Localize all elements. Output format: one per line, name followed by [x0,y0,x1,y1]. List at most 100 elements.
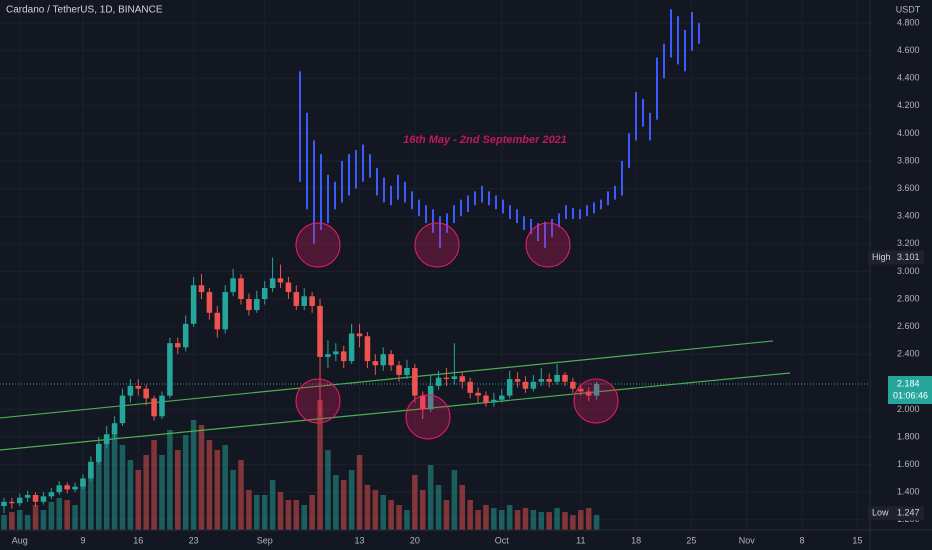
candle-body [238,278,244,300]
candle-body [317,305,323,357]
volume-bar [1,515,7,530]
volume-bar [32,505,39,530]
candle-body [16,497,23,504]
circle [525,222,571,268]
y-tick-label: 3.600 [897,183,920,193]
volume-bar [483,505,489,530]
candle-body [80,478,86,487]
candle-body [475,392,481,396]
candle-body [404,368,410,375]
volume-bar [246,490,252,530]
volume-bar [593,515,600,530]
volume-bar [427,465,434,530]
candle-body [364,336,371,362]
volume-bar [293,500,300,530]
circle [414,222,460,268]
y-tick-label: 2.400 [897,349,920,359]
y-tick-label: 4.400 [897,73,920,83]
volume-bar [80,480,86,530]
volume-bar [301,505,307,530]
trendline [0,372,791,451]
candle-body [111,423,118,435]
volume-bar [372,490,379,530]
candle-body [261,287,268,300]
candle-body [593,384,600,396]
volume-bar [530,510,537,530]
volume-bar [9,512,15,530]
y-tick-label: 1.400 [897,487,920,497]
candle-body [119,395,126,424]
high-marker-value: 3.101 [897,252,920,262]
volume-bar [546,512,552,530]
circle [295,222,341,268]
candle-body [206,292,213,313]
y-tick-label: 2.800 [897,293,920,303]
candle-body [372,361,379,366]
candle-body [159,395,165,417]
candle-body [293,292,300,306]
volume-bar [317,400,323,530]
countdown: 01:06:46 [893,390,928,400]
volume-bar [285,500,292,530]
candle-body [214,312,221,330]
candle-layer [1,257,600,514]
volume-bar [222,445,228,530]
volume-bar [238,460,244,530]
candle-body [562,374,568,382]
candle-body [269,278,276,288]
candle-body [491,399,497,403]
volume-bar [356,455,363,530]
volume-bar [277,492,284,530]
circle [405,394,451,440]
volume-bar [206,440,213,530]
volume-bar [269,480,276,530]
candle-body [538,379,545,382]
x-tick-label: 23 [189,535,199,545]
grid [0,0,870,530]
candle-body [32,494,39,502]
volume-bar [562,512,568,530]
candle-body [9,501,15,504]
volume-bar [309,495,315,530]
candle-body [254,299,260,311]
candle-body [277,278,284,283]
candle-body [143,388,149,399]
x-tick-label: 18 [631,535,641,545]
low-marker-box [868,506,924,521]
y-tick-label: 3.200 [897,238,920,248]
volume-bar [230,470,236,530]
trendline-layer [0,340,870,451]
volume-bar [88,470,94,530]
candle-body [230,278,236,293]
candle-body [72,486,78,490]
volume-bar [64,500,70,530]
x-tick-label: 9 [80,535,85,545]
low-marker-value: 1.247 [897,508,920,518]
circle [295,378,341,424]
volume-bar [96,450,102,530]
volume-bar [182,435,189,530]
volume-bar [16,510,23,530]
chart-title: Cardano / TetherUS, 1D, BINANCE [6,5,163,16]
volume-bar [254,495,260,530]
volume-bar [103,435,110,530]
volume-bar [348,470,355,530]
volume-bar [261,495,268,530]
volume-bar [325,450,331,530]
candle-body [246,299,252,311]
candle-body [388,354,394,366]
candle-body [285,282,292,293]
candle-body [198,285,205,293]
volume-bar [451,470,458,530]
candle-body [546,379,552,382]
candle-body [396,365,402,375]
price-axis [870,0,932,530]
y-tick-label: 3.000 [897,266,920,276]
volume-bar [364,485,371,530]
candle-body [570,381,576,389]
candle-body [325,354,331,357]
x-tick-label: 13 [355,535,365,545]
x-tick-label: 16 [133,535,143,545]
volume-bar [127,460,134,530]
volume-bar [459,485,466,530]
